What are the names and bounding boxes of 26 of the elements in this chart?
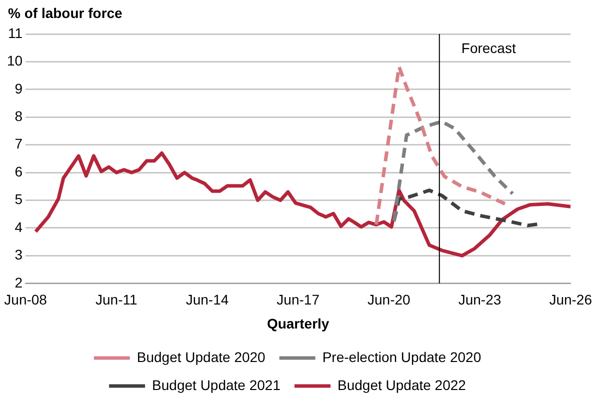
x-tick-label: Jun-20 [368,292,411,308]
x-tick-label: Jun-14 [186,292,229,308]
x-tick-label: Jun-23 [458,292,502,308]
y-tick-label: 10 [6,52,23,69]
x-tick-label: Jun-11 [96,292,138,308]
x-tick-label: Jun-17 [276,292,320,308]
x-axis-title: Quarterly [266,315,330,332]
line-series [374,64,507,226]
y-axis-title: % of labour force [8,4,123,21]
legend-label: Pre-election Update 2020 [322,348,482,365]
y-tick-label: 4 [14,218,23,235]
y-tick-label: 8 [14,108,23,124]
x-tick-label: Jun-26 [549,292,592,308]
y-tick-label: 9 [14,80,23,96]
legend-label: Budget Update 2020 [136,348,266,365]
y-tick-label: 6 [14,163,23,180]
y-tick-label: 7 [14,136,23,152]
line-series [392,120,514,223]
x-tick-label: Jun-08 [4,292,48,308]
y-tick-label: 5 [14,191,23,208]
legend-label: Budget Update 2021 [152,376,281,393]
y-tick-label: 11 [8,24,23,41]
y-tick-label: 2 [14,274,23,290]
legend-label: Budget Update 2022 [338,376,466,393]
y-tick-label: 3 [14,246,23,263]
ref-line-label: Forecast [461,40,516,56]
